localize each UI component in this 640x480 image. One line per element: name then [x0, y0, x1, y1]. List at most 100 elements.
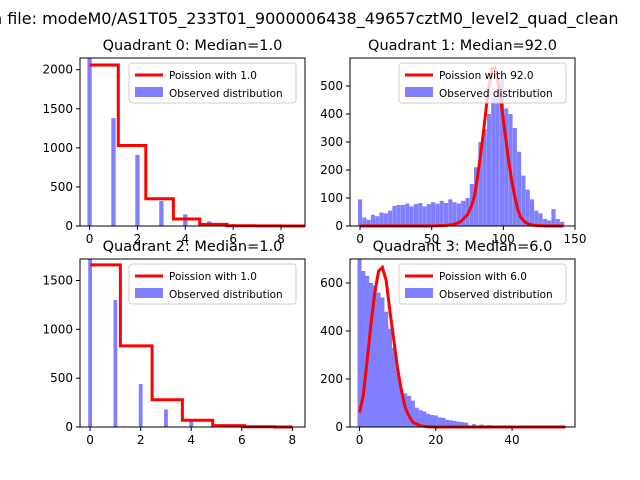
- quadrant-2-panel: Quadrant 2: Median=1.0 0 2 4 6 8 0 500 1000 1500 P…: [42, 239, 306, 447]
- observed-bar: [538, 213, 543, 226]
- observed-bar: [375, 216, 380, 226]
- y-tick-label: 100: [320, 191, 343, 205]
- observed-bar: [439, 200, 444, 226]
- axes-frame: [349, 258, 576, 428]
- legend-label-model: Poission with 92.0: [439, 70, 534, 82]
- observed-bar: [405, 203, 410, 226]
- observed-bar: [426, 413, 431, 427]
- x-tick-label: 8: [277, 232, 285, 246]
- observed-bar: [113, 300, 118, 427]
- observed-bar: [482, 129, 487, 226]
- observed-bar: [388, 328, 393, 427]
- x-tick-label: 6: [229, 232, 237, 246]
- y-tick-label: 0: [65, 420, 73, 434]
- legend-label-model: Poission with 1.0: [169, 70, 257, 82]
- observed-bar: [362, 217, 367, 226]
- legend-bar-swatch: [135, 288, 163, 298]
- x-tick-label: 50: [424, 232, 439, 246]
- legend-box: [128, 62, 297, 104]
- observed-bar: [426, 204, 431, 226]
- legend-label-model: Poission with 6.0: [439, 271, 527, 283]
- observed-bar: [560, 221, 565, 226]
- observed-bar: [504, 108, 509, 226]
- y-tick-label: 500: [50, 180, 73, 194]
- quadrant-0-title: Quadrant 0: Median=1.0: [103, 38, 283, 54]
- observed-bar: [435, 203, 440, 226]
- observed-bar: [461, 200, 466, 226]
- observed-bar: [135, 154, 140, 226]
- observed-bar: [441, 417, 446, 427]
- legend-label-observed: Observed distribution: [169, 88, 283, 100]
- observed-bar: [189, 421, 194, 427]
- observed-bar: [164, 409, 168, 427]
- observed-bar: [391, 347, 396, 427]
- observed-bar: [395, 369, 400, 427]
- observed-bar: [414, 407, 419, 427]
- observed-bar: [366, 219, 371, 226]
- figure-suptitle: n file: modeM0/AS1T05_233T01_9000006438_…: [0, 9, 619, 29]
- y-tick-label: 1500: [42, 102, 73, 116]
- observed-bar: [478, 142, 483, 226]
- observed-bar: [499, 74, 504, 226]
- observed-bar: [357, 199, 363, 226]
- observed-bar: [529, 199, 535, 226]
- observed-bar: [399, 388, 404, 427]
- observed-bar: [422, 411, 427, 427]
- y-tick-label: 400: [320, 324, 343, 338]
- observed-bar: [159, 200, 164, 226]
- x-tick-label: 150: [564, 232, 587, 246]
- observed-bar: [418, 203, 423, 226]
- observed-bar: [452, 202, 457, 226]
- observed-bar: [422, 206, 427, 226]
- observed-bar: [410, 400, 415, 427]
- y-tick-label: 1000: [42, 141, 73, 155]
- observed-bar: [138, 384, 143, 427]
- observed-bar: [542, 219, 547, 226]
- y-tick-label: 500: [320, 79, 343, 93]
- observed-bar: [379, 212, 384, 226]
- y-tick-label: 2000: [42, 63, 73, 77]
- observed-bar: [418, 410, 423, 427]
- x-tick-label: 2: [134, 232, 142, 246]
- x-tick-label: 4: [181, 232, 189, 246]
- observed-bar: [460, 422, 465, 427]
- observed-bar: [555, 219, 560, 226]
- observed-bar: [525, 189, 530, 226]
- legend-label-observed: Observed distribution: [439, 289, 553, 301]
- observed-bar: [111, 118, 116, 226]
- observed-bar: [456, 203, 461, 226]
- observed-bar: [409, 206, 414, 226]
- observed-bar: [413, 204, 419, 226]
- observed-bar: [368, 283, 373, 427]
- x-tick-label: 0: [86, 433, 94, 447]
- quadrant-0-panel: Quadrant 0: Median=1.0 0 2 4 6 8 0 500 1000 1500 2…: [42, 38, 306, 246]
- observed-bar: [433, 415, 438, 427]
- observed-bar: [400, 205, 406, 226]
- observed-bar: [449, 420, 454, 427]
- observed-bar: [521, 175, 526, 226]
- legend-bar-swatch: [135, 87, 163, 97]
- legend: Poission with 92.0 Observed distribution: [398, 62, 567, 104]
- y-tick-label: 200: [320, 372, 343, 386]
- y-tick-label: 200: [320, 163, 343, 177]
- observed-bar: [443, 203, 449, 226]
- observed-bar: [383, 213, 388, 226]
- x-tick-label: 2: [137, 433, 145, 447]
- quadrant-3-title: Quadrant 3: Median=6.0: [373, 239, 553, 255]
- observed-bar: [445, 419, 450, 427]
- y-tick-label: 0: [335, 219, 343, 233]
- x-tick-label: 8: [289, 433, 297, 447]
- observed-bar: [370, 214, 376, 226]
- legend: Poission with 6.0 Observed distribution: [398, 263, 567, 305]
- observed-bar: [495, 88, 500, 226]
- x-tick-label: 20: [428, 433, 443, 447]
- observed-bar: [491, 97, 496, 226]
- observed-bar: [88, 259, 93, 427]
- legend-label-observed: Observed distribution: [439, 88, 553, 100]
- observed-bar: [551, 209, 556, 226]
- observed-bar: [388, 210, 393, 226]
- observed-bar: [372, 285, 377, 427]
- observed-bar: [448, 199, 453, 226]
- observed-bar: [486, 114, 492, 226]
